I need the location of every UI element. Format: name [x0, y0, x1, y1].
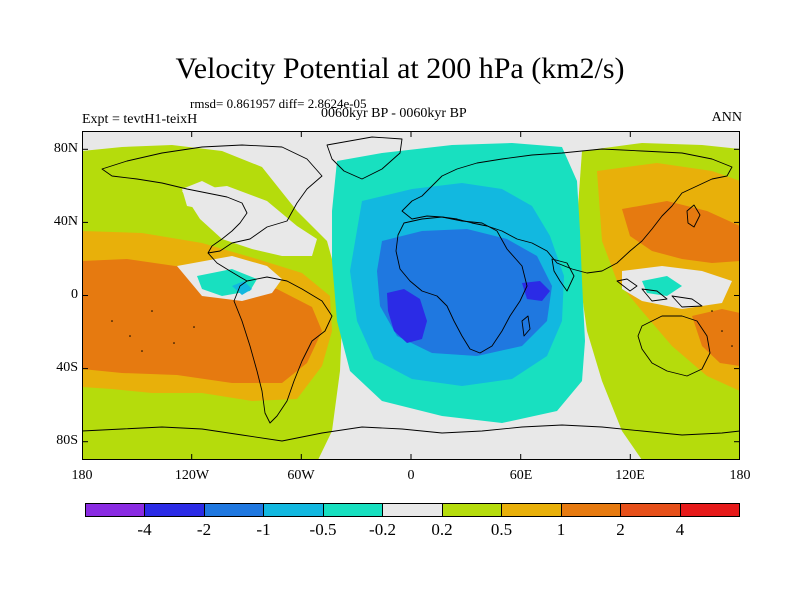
- colorbar-swatch: [382, 503, 442, 517]
- lat-tick-label: 0: [71, 287, 78, 302]
- stats-line: rmsd= 0.861957 diff= 2.8624e-05: [190, 96, 367, 111]
- colorbar-swatch: [501, 503, 561, 517]
- season-label: ANN: [711, 110, 742, 125]
- contour-band: [622, 201, 740, 263]
- colorbar-label: 4: [675, 520, 685, 539]
- lon-tick-label: 60W: [287, 468, 315, 483]
- colorbar-label: -2: [196, 520, 212, 539]
- lon-tick-label: 0: [407, 468, 415, 483]
- colorbar-label: 0.2: [431, 520, 453, 539]
- small-islands: [111, 310, 733, 352]
- lat-tick-label: 80N: [53, 141, 78, 156]
- frame-ticks: [82, 131, 740, 460]
- period-label: 0060kyr BP - 0060kyr BP: [321, 106, 467, 121]
- colorbar-swatch: [263, 503, 323, 517]
- colorbar-swatch: [203, 503, 264, 517]
- colorbar-swatch: [144, 503, 204, 517]
- colorbar-label: 1: [556, 520, 566, 539]
- colorbar-swatch: [85, 503, 145, 517]
- velocity-potential-map: [82, 131, 740, 460]
- colorbar-label: -4: [137, 520, 152, 539]
- colorbar-label: 0.5: [490, 520, 513, 539]
- colorbar-label: -1: [256, 520, 271, 539]
- colorbar-swatch: [441, 503, 502, 517]
- colorbar-swatch: [679, 503, 740, 517]
- contour-band: [232, 281, 252, 295]
- contour-band: [692, 309, 740, 366]
- plot-title: Velocity Potential at 200 hPa (km2/s): [175, 52, 625, 85]
- colorbar-swatch: [620, 503, 680, 517]
- colorbar-label: -0.5: [309, 520, 337, 539]
- lat-tick-label: 40S: [56, 360, 78, 375]
- colorbar-label: -0.2: [369, 520, 396, 539]
- contour-band: [522, 281, 550, 301]
- contour-band: [642, 276, 682, 296]
- lon-tick-label: 60E: [509, 468, 533, 483]
- contour-band: [182, 181, 222, 211]
- lat-tick-label: 80S: [56, 433, 78, 448]
- colorbar-label: 2: [616, 520, 625, 539]
- lon-tick-label: 120E: [615, 468, 645, 483]
- field-negative-africa: [332, 143, 585, 423]
- lon-tick-label: 180: [729, 468, 751, 483]
- lat-tick-label: 40N: [53, 214, 78, 229]
- coastlines: [82, 136, 740, 442]
- lon-tick-label: 180: [71, 468, 93, 483]
- contour-band: [387, 289, 427, 343]
- experiment-label: Expt = tevtH1-teixH: [82, 112, 198, 127]
- colorbar-swatch: [322, 503, 383, 517]
- field-positive-asia: [577, 143, 740, 460]
- colorbar: [85, 503, 740, 517]
- lon-tick-label: 120W: [174, 468, 210, 483]
- colorbar-swatch: [560, 503, 621, 517]
